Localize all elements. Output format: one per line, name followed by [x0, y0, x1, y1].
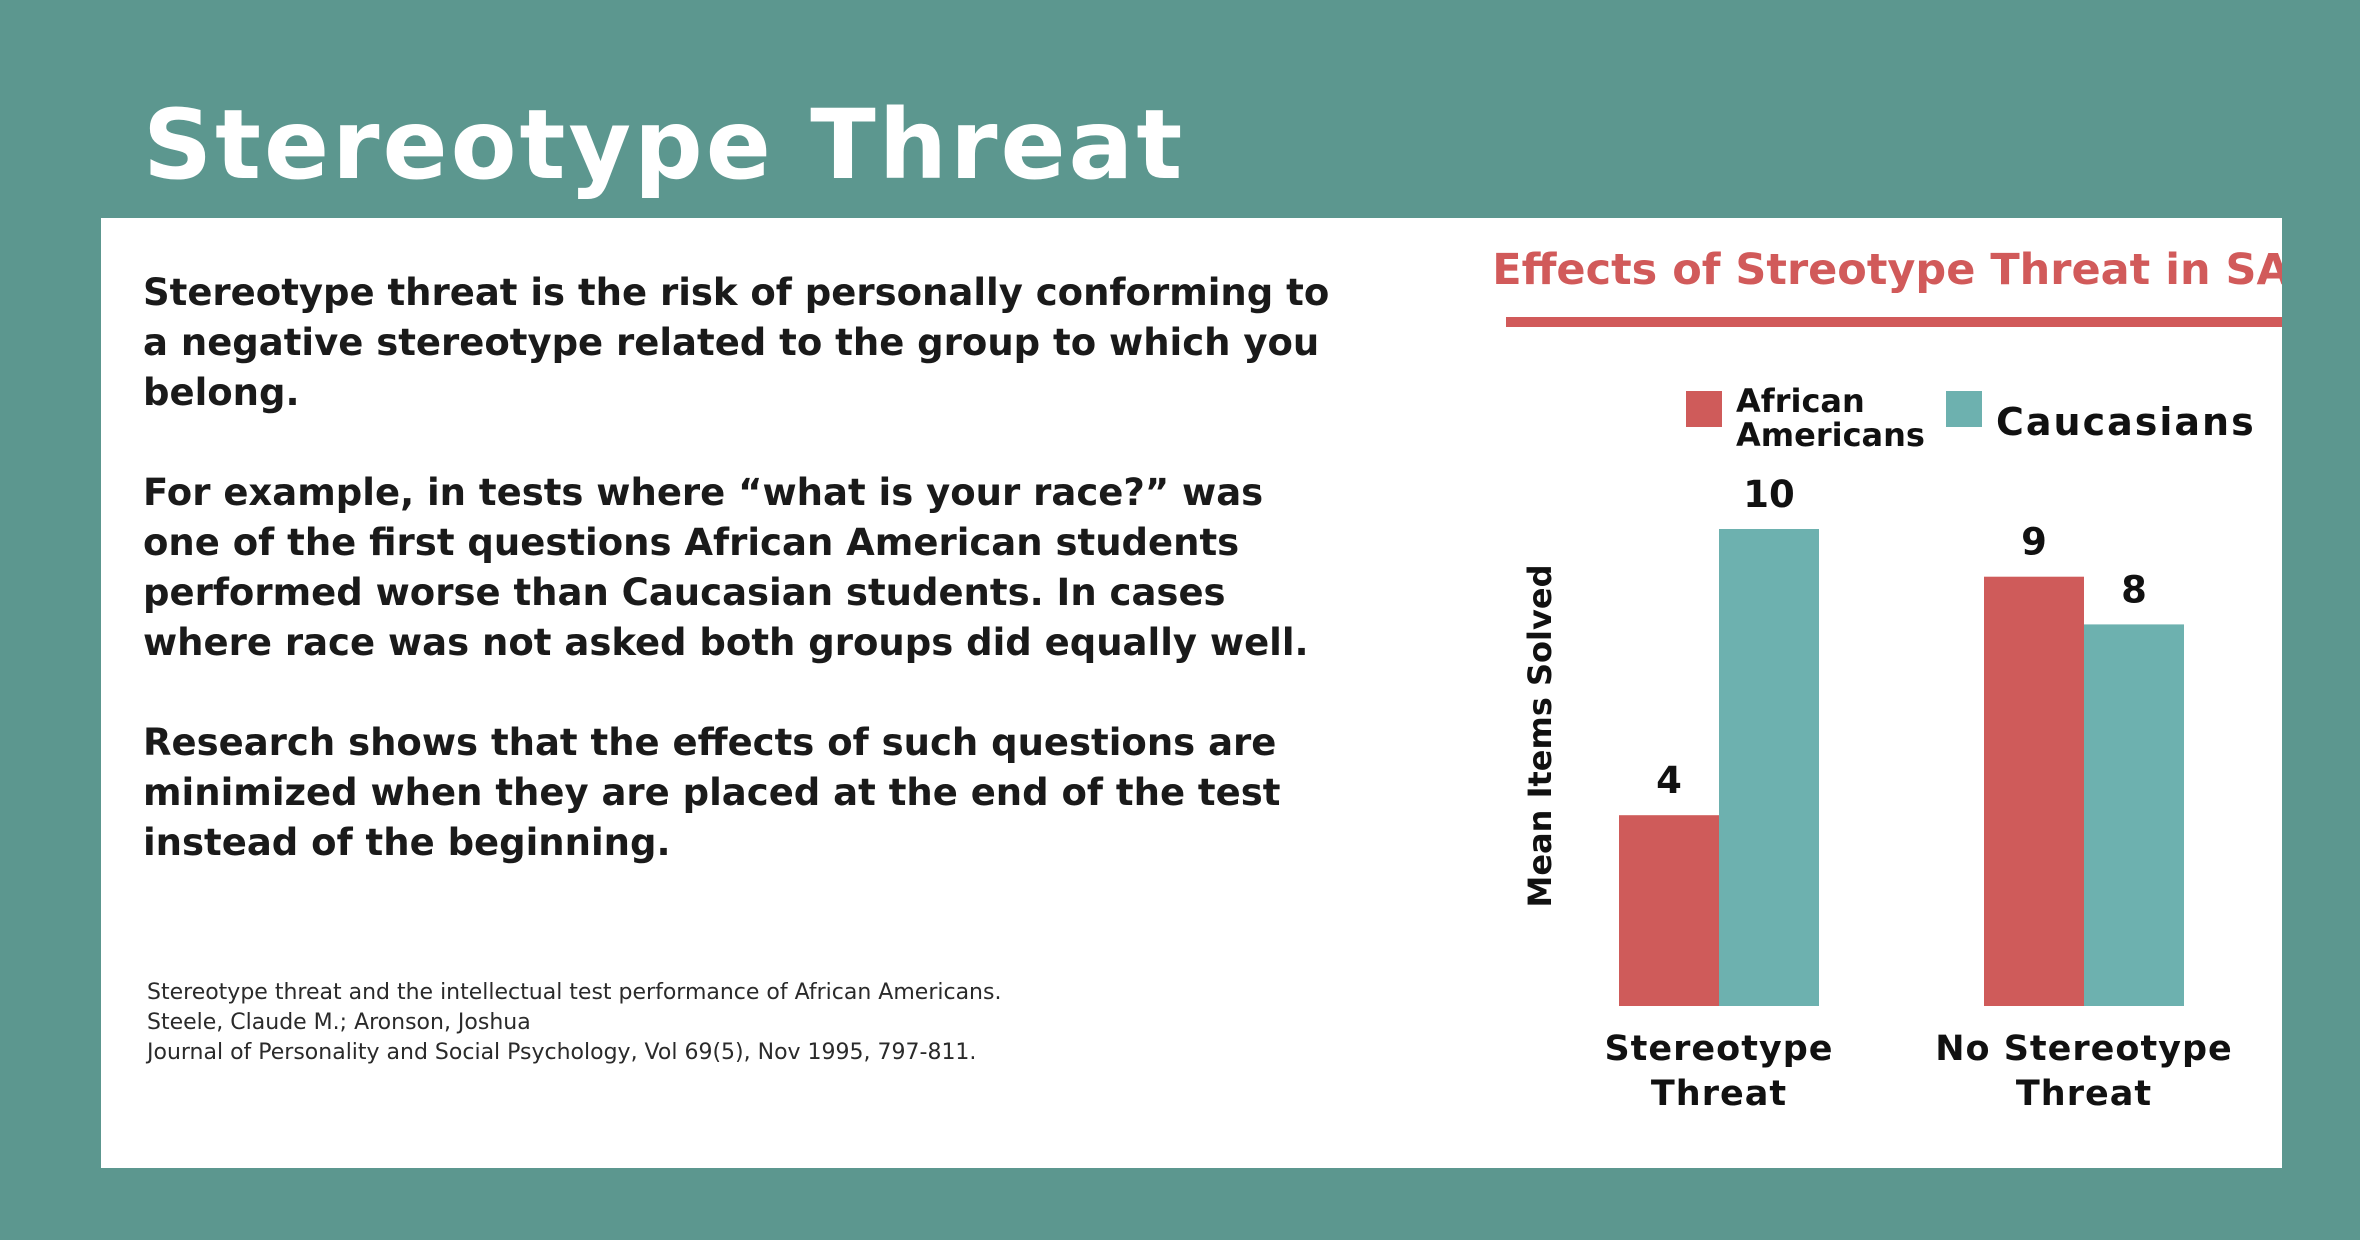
chart-category-labels: Stereotype Threat No Stereotype Threat — [1604, 1029, 2233, 1114]
bar-value-label: 10 — [1743, 473, 1795, 516]
category-label: Threat — [2016, 1074, 2152, 1114]
legend-label: African — [1736, 382, 1865, 420]
chart-value-labels: 4 10 9 8 — [1656, 473, 2147, 802]
bar-value-label: 8 — [2121, 568, 2147, 611]
bar-series0-cat1 — [1984, 576, 2084, 1006]
paragraph-research: Research shows that the effects of such … — [143, 721, 1281, 864]
chart-bars — [1619, 529, 2184, 1006]
citation-title: Stereotype threat and the intellectual t… — [147, 980, 1002, 1005]
bar-value-label: 9 — [2021, 521, 2047, 564]
bar-series0-cat0 — [1619, 815, 1719, 1006]
citation-authors: Steele, Claude M.; Aronson, Joshua — [147, 1010, 531, 1035]
bar-series1-cat1 — [2084, 624, 2184, 1006]
paragraph-definition: Stereotype threat is the risk of persona… — [143, 271, 1330, 414]
legend-swatch-series1 — [1946, 391, 1982, 427]
page-title: Stereotype Threat — [143, 89, 1186, 201]
category-label: Threat — [1651, 1074, 1787, 1114]
chart-title-underline — [1506, 317, 2303, 327]
paragraph-example: For example, in tests where “what is you… — [143, 471, 1309, 664]
y-axis-label: Mean Items Solved — [1521, 565, 1559, 908]
chart-title: Effects of Streotype Threat in SAT — [1492, 245, 2282, 295]
chart-area: Effects of Streotype Threat in SAT Afric… — [1371, 218, 2316, 1168]
bar-series1-cat0 — [1719, 529, 1819, 1006]
legend-swatch-series0 — [1686, 391, 1722, 427]
citation-journal: Journal of Personality and Social Psycho… — [147, 1040, 977, 1065]
content-card: Stereotype threat is the risk of persona… — [101, 218, 2316, 1168]
legend-label: Americans — [1736, 416, 1925, 454]
bar-value-label: 4 — [1656, 759, 1682, 802]
legend-label: Caucasians — [1996, 400, 2256, 444]
category-label: No Stereotype — [1935, 1029, 2233, 1069]
citation: Stereotype threat and the intellectual t… — [147, 978, 1147, 1068]
category-label: Stereotype — [1604, 1029, 1833, 1069]
body-text: Stereotype threat is the risk of persona… — [143, 268, 1343, 918]
bar-chart: Effects of Streotype Threat in SAT Afric… — [1492, 245, 2316, 1114]
